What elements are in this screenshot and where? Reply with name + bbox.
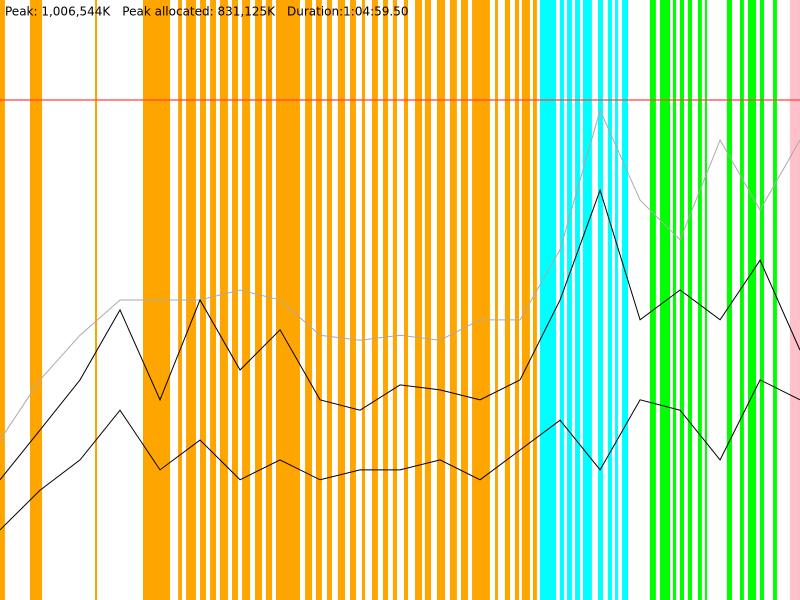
- event-bar: [94, 0, 98, 600]
- event-bar: [659, 0, 671, 600]
- event-bar: [327, 0, 332, 600]
- memory-line: [0, 108, 800, 441]
- event-bar: [424, 0, 432, 600]
- event-bar: [773, 0, 777, 600]
- event-bar: [559, 0, 564, 600]
- event-bar: [615, 0, 618, 600]
- event-bar: [704, 0, 707, 600]
- event-bar: [672, 0, 676, 600]
- event-bar: [392, 0, 397, 600]
- event-bar: [255, 0, 262, 600]
- event-bar: [607, 0, 612, 600]
- event-bar: [415, 0, 423, 600]
- event-bar: [504, 0, 511, 600]
- event-bar: [265, 0, 273, 600]
- event-bar: [436, 0, 445, 600]
- event-bar: [726, 0, 732, 600]
- event-bar: [337, 0, 346, 600]
- event-bar: [315, 0, 322, 600]
- event-bar: [582, 0, 592, 600]
- memory-line: [0, 188, 800, 481]
- header-text: Peak: 1,006,544K: [5, 5, 111, 19]
- event-bar: [242, 0, 251, 600]
- event-bar: [361, 0, 365, 600]
- header-text: Peak allocated: 831,125K: [122, 5, 276, 19]
- event-bar: [567, 0, 572, 600]
- event-bar: [305, 0, 313, 600]
- event-bar: [349, 0, 356, 600]
- event-bar: [532, 0, 537, 600]
- event-bar: [739, 0, 744, 600]
- event-bar: [232, 0, 238, 600]
- event-bar: [403, 0, 409, 600]
- event-bar: [495, 0, 498, 600]
- event-bar: [649, 0, 656, 600]
- event-bar: [679, 0, 684, 600]
- event-bar: [460, 0, 468, 600]
- event-bar: [598, 0, 603, 600]
- event-bar: [0, 0, 5, 600]
- event-bar: [219, 0, 228, 600]
- event-bar: [687, 0, 692, 600]
- event-bar: [789, 0, 800, 600]
- event-bar: [759, 0, 764, 600]
- event-bar: [747, 0, 756, 600]
- event-bar: [210, 0, 217, 600]
- event-bar: [539, 0, 556, 600]
- memory-line: [0, 379, 800, 531]
- header-text: Duration:1:04:59.50: [287, 5, 409, 19]
- event-bar: [697, 0, 702, 600]
- event-bar: [383, 0, 388, 600]
- event-bar: [521, 0, 530, 600]
- event-bar: [622, 0, 628, 600]
- event-bar: [575, 0, 580, 600]
- event-bar: [449, 0, 457, 600]
- event-bar: [29, 0, 43, 600]
- event-bar: [472, 0, 490, 600]
- event-bar: [200, 0, 206, 600]
- event-bar: [514, 0, 520, 600]
- event-bar: [371, 0, 378, 600]
